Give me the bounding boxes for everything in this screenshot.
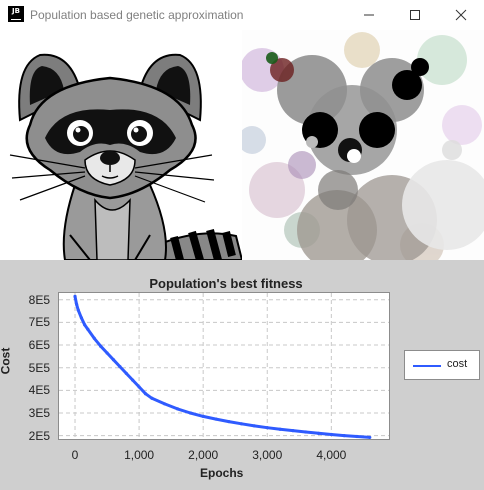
data-point (291, 429, 295, 433)
data-point (86, 327, 90, 331)
data-point (73, 294, 77, 298)
fitness-chart: Population's best fitness 2E5 3E5 4E5 5E5 6E… (0, 260, 484, 490)
x-tick-label: 3,000 (252, 448, 283, 462)
y-tick-label: 8E5 (28, 292, 50, 307)
data-point (79, 316, 84, 320)
x-tick-label: 2,000 (188, 448, 219, 462)
data-point (265, 426, 269, 430)
data-point (342, 434, 346, 438)
x-axis-label: Epochs (200, 466, 244, 480)
data-point (150, 396, 154, 400)
y-tick-label: 2E5 (28, 428, 50, 443)
maximize-icon (410, 10, 420, 20)
y-tick-label: 3E5 (28, 405, 50, 420)
title-bar: JB Population based genetic approximatio… (0, 0, 484, 30)
data-point (131, 378, 135, 382)
raccoon-approximation-image (242, 30, 484, 260)
data-point (329, 432, 333, 437)
legend-swatch (413, 365, 441, 367)
data-point (143, 392, 148, 396)
data-point (368, 435, 372, 440)
x-tick-label: 0 (71, 448, 79, 462)
minimize-button[interactable] (346, 0, 392, 30)
y-tick-label: 7E5 (28, 315, 50, 330)
data-point (92, 336, 96, 340)
legend-label: cost (447, 358, 468, 370)
data-point (118, 364, 122, 369)
maximize-button[interactable] (392, 0, 438, 30)
app-icon: JB (8, 6, 24, 22)
y-axis-label: Cost (0, 347, 13, 375)
data-point (137, 385, 141, 389)
data-point (304, 430, 308, 434)
data-point (75, 302, 79, 306)
data-point (188, 411, 192, 415)
raccoon-reference-image (0, 30, 242, 260)
plot-area (58, 292, 390, 440)
y-tick-label: 5E5 (28, 360, 50, 375)
y-tick-label: 4E5 (28, 383, 50, 398)
data-point (240, 422, 244, 426)
chart-legend: cost (404, 350, 480, 380)
chart-title: Population's best fitness (149, 276, 303, 291)
data-point (124, 371, 128, 375)
data-point (105, 351, 109, 355)
data-point (76, 308, 80, 312)
close-icon (455, 9, 467, 21)
x-tick-label: 1,000 (124, 448, 155, 462)
plot-svg (59, 293, 389, 440)
reference-image-panel (0, 30, 242, 260)
data-point (252, 424, 257, 428)
minimize-icon (364, 14, 374, 16)
y-tick-label: 6E5 (28, 338, 50, 353)
x-tick-label: 4,000 (316, 448, 347, 462)
data-point (201, 414, 205, 418)
data-point (99, 344, 103, 348)
data-point (163, 402, 167, 406)
data-point (214, 417, 218, 421)
data-point (83, 323, 87, 327)
image-panels (0, 30, 484, 260)
data-point (227, 419, 231, 424)
data-point (355, 434, 359, 439)
close-button[interactable] (438, 0, 484, 30)
data-point (111, 358, 116, 362)
approximation-image-panel (242, 30, 484, 260)
data-point (278, 427, 282, 431)
data-point (175, 407, 180, 411)
data-point (316, 431, 321, 435)
window-title: Population based genetic approximation (30, 8, 244, 22)
